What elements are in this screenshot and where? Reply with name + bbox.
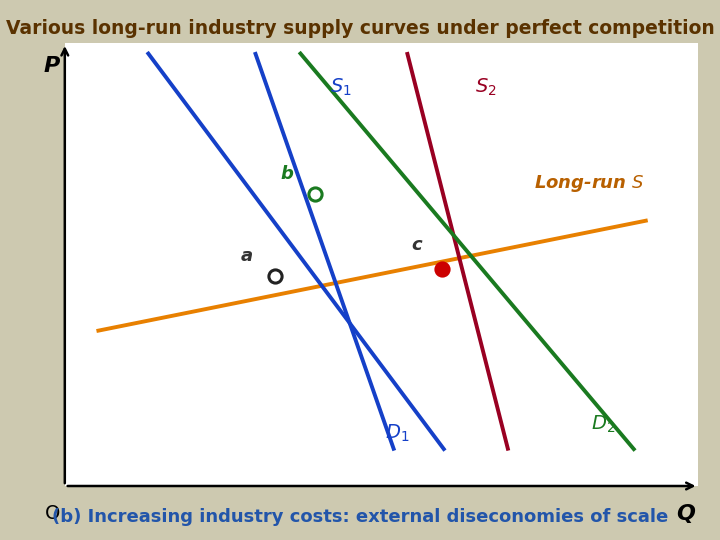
Text: Q: Q xyxy=(676,504,696,524)
Point xyxy=(310,190,321,198)
Text: $S_{1}$: $S_{1}$ xyxy=(330,77,351,98)
Point xyxy=(269,272,281,280)
Text: O: O xyxy=(45,504,60,523)
Text: $S_{2}$: $S_{2}$ xyxy=(475,77,497,98)
Text: (b) Increasing industry costs: external diseconomies of scale: (b) Increasing industry costs: external … xyxy=(52,509,668,526)
Text: Long-run $S$: Long-run $S$ xyxy=(534,173,644,194)
Point xyxy=(436,265,448,273)
Text: c: c xyxy=(412,235,423,254)
Text: $D_{1}$: $D_{1}$ xyxy=(385,422,410,443)
Text: b: b xyxy=(280,165,293,183)
Text: Various long-run industry supply curves under perfect competition: Various long-run industry supply curves … xyxy=(6,19,714,38)
Text: $D_{2}$: $D_{2}$ xyxy=(591,413,616,435)
Text: a: a xyxy=(240,247,253,265)
Text: P: P xyxy=(44,57,60,77)
